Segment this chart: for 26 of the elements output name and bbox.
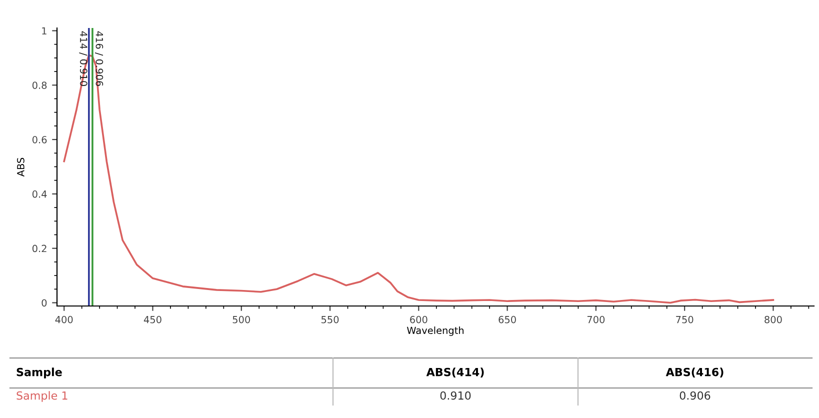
y-tick-label: 1: [42, 27, 46, 34]
text: 0.906: [680, 391, 710, 400]
x-tick-label: 550: [321, 316, 339, 324]
text: ABS(416): [666, 368, 724, 378]
x-tick-label: 400: [55, 316, 73, 324]
y-tick-label: 0.2: [32, 244, 46, 252]
y-tick-label: 0.4: [32, 190, 47, 198]
text: 0.910: [440, 391, 471, 400]
x-tick-label: 600: [410, 316, 428, 324]
x-tick-label: 500: [232, 316, 250, 324]
line-series: [63, 54, 774, 304]
y-axis-title: ABS: [17, 158, 24, 177]
x-axis-title: Wavelength: [406, 326, 464, 336]
x-tick-label: 800: [764, 316, 782, 324]
ref-line-label: 414 / 0.910: [79, 31, 88, 86]
ref-line-label: 416 / 0.906: [94, 31, 104, 86]
x-tick-label: 700: [587, 316, 605, 324]
x-tick-label: 750: [676, 316, 694, 324]
x-tick-label: 450: [144, 316, 162, 324]
x-tick-label: 650: [498, 316, 516, 324]
y-tick-label: 0: [42, 299, 47, 307]
text: ABS(414): [426, 368, 484, 378]
text: Sample: [16, 368, 62, 378]
y-tick-label: 0.8: [32, 82, 47, 89]
text: Sample 1: [16, 391, 68, 402]
y-tick-label: 0.6: [32, 136, 47, 144]
